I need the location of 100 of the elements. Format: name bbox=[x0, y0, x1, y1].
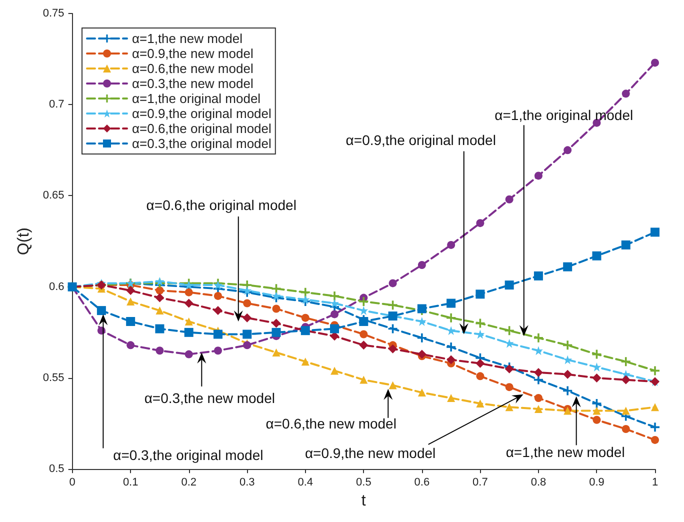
point bbox=[156, 306, 164, 315]
point bbox=[622, 90, 630, 98]
x-tick-label: 0.2 bbox=[181, 476, 196, 489]
y-tick-label: 0.6 bbox=[49, 280, 64, 293]
point bbox=[651, 58, 659, 67]
x-tick-label: 0.1 bbox=[122, 476, 138, 489]
point bbox=[476, 290, 485, 299]
point bbox=[592, 416, 601, 424]
point bbox=[446, 313, 456, 322]
legend-label: α=0.6,the new model bbox=[132, 61, 254, 76]
point bbox=[447, 240, 456, 249]
point bbox=[156, 286, 164, 295]
point bbox=[592, 406, 601, 415]
point bbox=[592, 398, 602, 408]
point bbox=[272, 304, 280, 313]
y-tick-label: 0.55 bbox=[42, 372, 64, 384]
point bbox=[476, 399, 484, 408]
point bbox=[621, 357, 630, 366]
point bbox=[446, 326, 456, 336]
point bbox=[126, 297, 135, 306]
annotation: α=0.6,the new model bbox=[266, 416, 396, 432]
point bbox=[214, 346, 222, 355]
point bbox=[504, 280, 514, 290]
point bbox=[650, 366, 660, 376]
point bbox=[563, 340, 572, 350]
legend-label: α=1,the new model bbox=[132, 31, 243, 46]
x-tick-label: 0.6 bbox=[414, 476, 430, 489]
point bbox=[476, 358, 485, 368]
point bbox=[126, 316, 136, 326]
point bbox=[418, 388, 426, 397]
point bbox=[301, 358, 310, 366]
point bbox=[388, 344, 398, 354]
point bbox=[446, 298, 456, 308]
point bbox=[330, 298, 340, 308]
point bbox=[418, 260, 426, 269]
legend-label: α=1,the original model bbox=[132, 91, 261, 106]
y-tick-label: 0.5 bbox=[49, 463, 64, 476]
point bbox=[126, 341, 135, 350]
point bbox=[184, 298, 194, 308]
point bbox=[476, 219, 484, 228]
point bbox=[563, 386, 572, 396]
point bbox=[417, 350, 426, 359]
y-axis-title: Q(t) bbox=[16, 228, 32, 256]
legend-label: α=0.3,the original model bbox=[132, 136, 272, 151]
x-tick-label: 0.3 bbox=[239, 476, 255, 489]
x-tick-label: 0.4 bbox=[298, 476, 314, 489]
x-tick-label: 0.5 bbox=[356, 476, 372, 489]
point bbox=[592, 251, 602, 260]
point bbox=[359, 340, 368, 350]
point bbox=[155, 293, 164, 302]
point bbox=[621, 375, 630, 384]
legend-label: α=0.9,the original model bbox=[132, 106, 272, 121]
point bbox=[505, 403, 514, 412]
point bbox=[242, 313, 252, 322]
point bbox=[564, 146, 572, 154]
x-axis-title: t bbox=[361, 492, 366, 510]
point bbox=[330, 324, 340, 334]
point bbox=[651, 403, 659, 412]
point bbox=[504, 326, 514, 336]
point bbox=[184, 288, 193, 296]
point bbox=[621, 240, 630, 250]
point bbox=[446, 342, 456, 352]
x-tick-label: 1 bbox=[652, 476, 658, 489]
annotation: α=0.3,the original model bbox=[113, 446, 264, 463]
x-tick-label: 0.9 bbox=[589, 476, 604, 489]
point bbox=[417, 333, 426, 342]
point bbox=[300, 288, 310, 297]
point bbox=[126, 286, 136, 296]
point bbox=[242, 330, 252, 339]
point bbox=[359, 296, 368, 306]
point bbox=[156, 346, 164, 355]
point bbox=[505, 383, 514, 392]
annotation: α=0.9,the new model bbox=[304, 445, 436, 462]
point bbox=[388, 300, 398, 310]
point bbox=[213, 330, 222, 339]
point bbox=[184, 350, 193, 358]
annotation: α=1,the new model bbox=[506, 444, 625, 460]
point bbox=[360, 376, 368, 384]
point bbox=[213, 306, 222, 316]
point bbox=[272, 348, 280, 356]
point bbox=[330, 291, 340, 300]
point bbox=[622, 425, 630, 434]
point bbox=[447, 394, 456, 402]
legend-label: α=0.6,the original model bbox=[132, 121, 272, 136]
point bbox=[563, 370, 572, 379]
point bbox=[534, 375, 543, 384]
point bbox=[155, 324, 164, 334]
x-tick-label: 0.7 bbox=[472, 476, 488, 489]
point bbox=[388, 279, 397, 288]
point bbox=[184, 328, 194, 337]
point bbox=[301, 314, 310, 322]
point bbox=[534, 404, 542, 413]
point bbox=[534, 271, 543, 280]
point bbox=[330, 310, 339, 318]
point bbox=[476, 372, 484, 380]
y-tick-label: 0.65 bbox=[42, 190, 64, 202]
point bbox=[446, 355, 456, 364]
point bbox=[534, 368, 543, 378]
annotation: α=0.6,the original model bbox=[146, 197, 296, 214]
y-tick-label: 0.7 bbox=[49, 98, 64, 111]
